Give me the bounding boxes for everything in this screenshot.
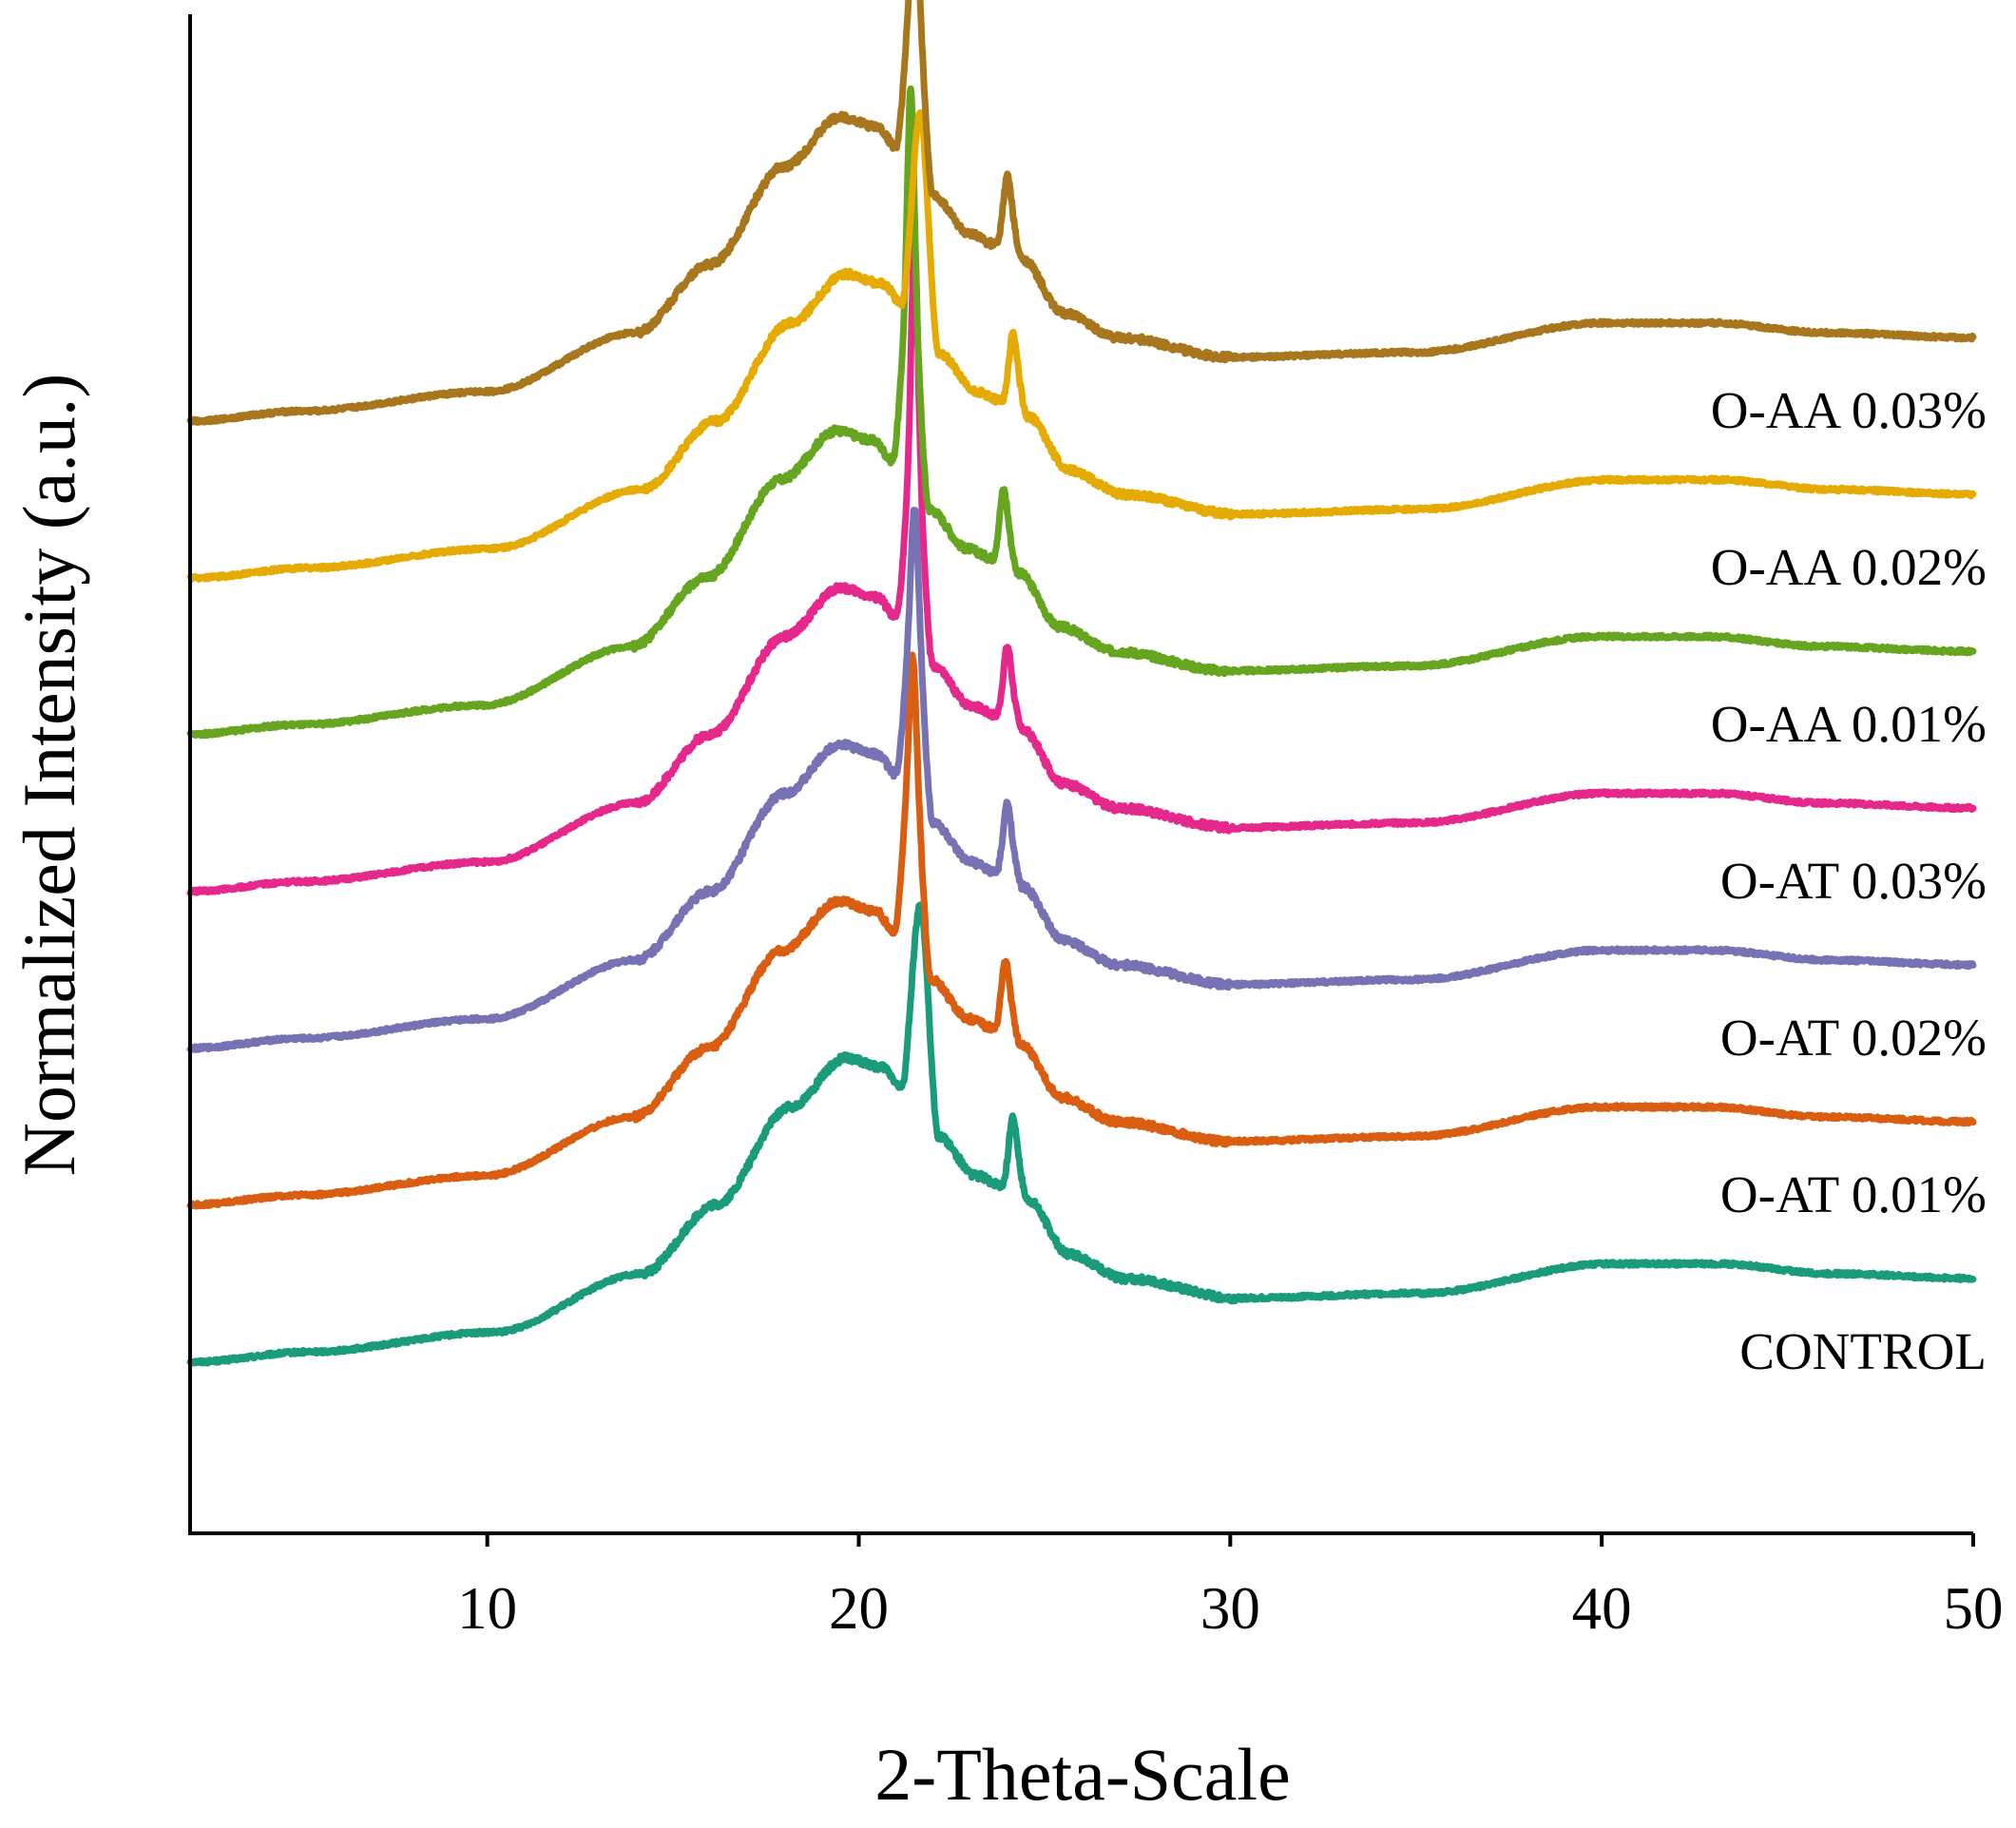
x-axis-ticks: 10 20 30 40 50	[457, 1533, 2004, 1642]
series-label: O-AA 0.02%	[1711, 538, 1987, 596]
series-group	[186, 0, 1977, 1367]
series-labels: CONTROL O-AT 0.01% O-AT 0.02% O-AT 0.03% O-A…	[1711, 381, 1987, 1380]
series-line-o-aa-0-03-	[186, 0, 1977, 426]
plot-area: CONTROL O-AT 0.01% O-AT 0.02% O-AT 0.03% O-A…	[186, 0, 1987, 1380]
series-label: O-AT 0.02%	[1720, 1009, 1987, 1067]
series-line-control	[186, 901, 1977, 1367]
x-axis-title: 2-Theta-Scale	[874, 1733, 1290, 1816]
series-label: O-AA 0.03%	[1711, 381, 1987, 439]
series-line-o-aa-0-01-	[186, 85, 1977, 740]
series-label: O-AT 0.01%	[1720, 1165, 1987, 1223]
series-line-o-aa-0-02-	[186, 109, 1977, 583]
x-tick-label: 30	[1200, 1575, 1260, 1642]
x-tick-label: 10	[457, 1575, 517, 1642]
series-line-o-at-0-03-	[186, 241, 1977, 896]
x-tick-label: 40	[1572, 1575, 1632, 1642]
series-line-o-at-0-01-	[186, 651, 1977, 1210]
x-tick-label: 20	[829, 1575, 889, 1642]
series-label: O-AA 0.01%	[1711, 695, 1987, 753]
y-axis-title: Normalized Intensity (a.u.)	[8, 374, 90, 1177]
series-label: CONTROL	[1739, 1322, 1987, 1380]
series-label: O-AT 0.03%	[1720, 852, 1987, 910]
x-tick-label: 50	[1944, 1575, 2004, 1642]
series-line-o-at-0-02-	[186, 507, 1977, 1053]
